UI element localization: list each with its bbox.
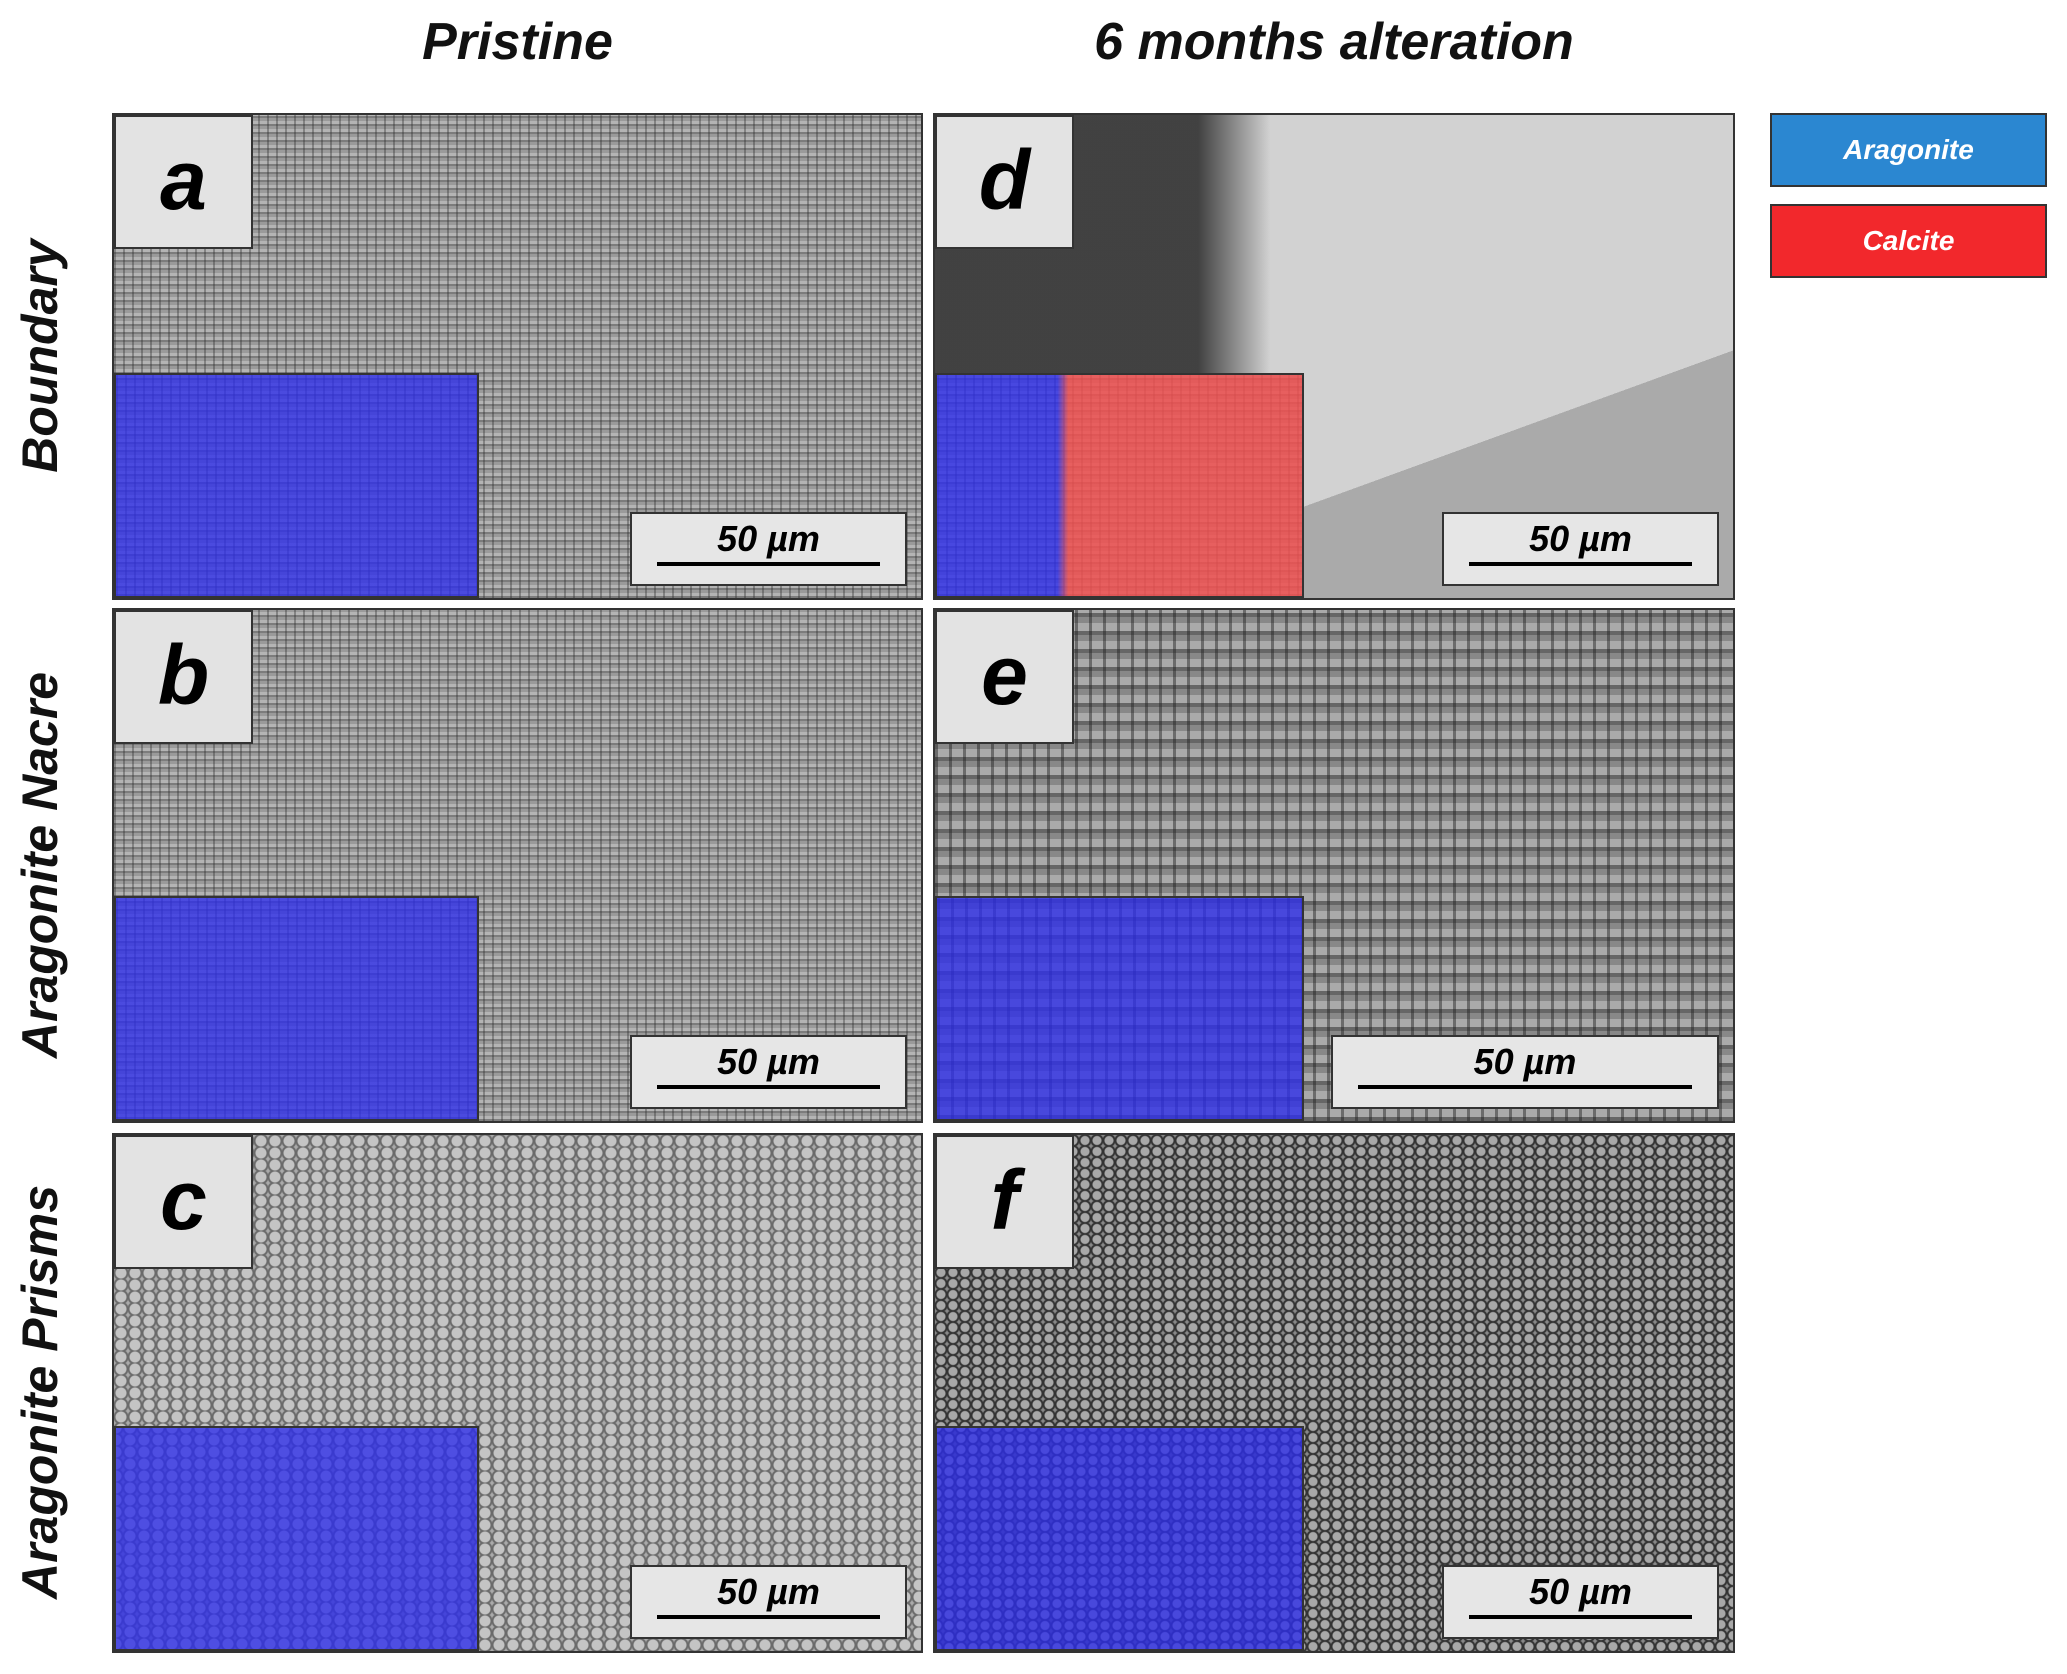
panel-letter: c (114, 1135, 253, 1269)
panel-letter: f (935, 1135, 1074, 1269)
scale-line (1469, 1615, 1692, 1619)
phase-map-inset (935, 896, 1304, 1121)
scale-bar-label: 50 µm (717, 1041, 820, 1082)
row-label: Boundary (12, 238, 68, 473)
phase-map-inset (114, 373, 479, 598)
panel-letter: b (114, 610, 253, 744)
micrograph-panel: e 50 µm (933, 608, 1735, 1123)
panel-letter: a (114, 115, 253, 249)
phase-map-inset (114, 896, 479, 1121)
scale-bar-label: 50 µm (1529, 1571, 1632, 1612)
scale-bar-label: 50 µm (1529, 518, 1632, 559)
column-header: Pristine (422, 13, 613, 71)
panel-letter: d (935, 115, 1074, 249)
micrograph-panel: f 50 µm (933, 1133, 1735, 1653)
scale-bar-label: 50 µm (1473, 1041, 1577, 1082)
scale-bar: 50 µm (1442, 512, 1719, 586)
micrograph-panel: a 50 µm (112, 113, 923, 600)
legend-item: Calcite (1770, 204, 2047, 278)
scale-line (1469, 562, 1692, 566)
scale-line (657, 1615, 880, 1619)
micrograph-panel: b 50 µm (112, 608, 923, 1123)
phase-map-inset (935, 373, 1304, 598)
micrograph-panel: d 50 µm (933, 113, 1735, 600)
scale-line (1358, 1085, 1692, 1089)
micrograph-panel: c 50 µm (112, 1133, 923, 1653)
row-label: Aragonite Prisms (12, 1185, 68, 1600)
panel-letter: e (935, 610, 1074, 744)
legend-item: Aragonite (1770, 113, 2047, 187)
phase-map-inset (935, 1426, 1304, 1651)
scale-bar: 50 µm (630, 1035, 907, 1109)
scale-bar: 50 µm (630, 1565, 907, 1639)
row-label: Aragonite Nacre (12, 671, 68, 1058)
scale-line (657, 1085, 880, 1089)
scale-bar: 50 µm (1442, 1565, 1719, 1639)
scale-bar-label: 50 µm (717, 518, 820, 559)
scale-bar: 50 µm (630, 512, 907, 586)
scale-line (657, 562, 880, 566)
column-header: 6 months alteration (1094, 13, 1574, 71)
scale-bar-label: 50 µm (717, 1571, 820, 1612)
scale-bar: 50 µm (1331, 1035, 1719, 1109)
phase-map-inset (114, 1426, 479, 1651)
